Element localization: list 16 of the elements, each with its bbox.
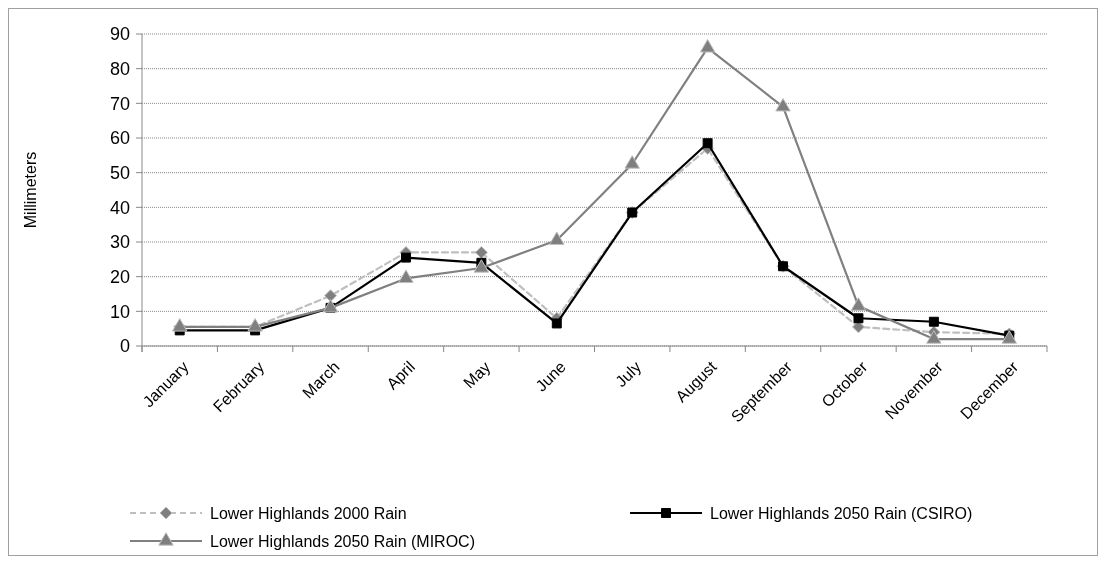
y-tick-label: 20 — [109, 266, 130, 287]
y-tick-label: 90 — [109, 24, 130, 45]
y-tick-label: 80 — [109, 58, 130, 79]
y-tick-label: 70 — [109, 93, 130, 114]
y-tick-label: 0 — [119, 336, 130, 357]
x-tick-label: July — [612, 358, 645, 391]
y-tick-label: 60 — [109, 128, 130, 149]
x-tick-label: May — [460, 358, 494, 392]
y-tick-label: 30 — [109, 232, 130, 253]
y-tick-label: 40 — [109, 197, 130, 218]
legend-label: Lower Highlands 2050 Rain (MIROC) — [210, 532, 475, 550]
y-axis-title: Millimeters — [22, 151, 39, 229]
y-tick-label: 50 — [109, 162, 130, 183]
legend-label: Lower Highlands 2050 Rain (CSIRO) — [710, 504, 973, 522]
y-tick-label: 10 — [109, 301, 130, 322]
legend-label: Lower Highlands 2000 Rain — [210, 504, 407, 522]
